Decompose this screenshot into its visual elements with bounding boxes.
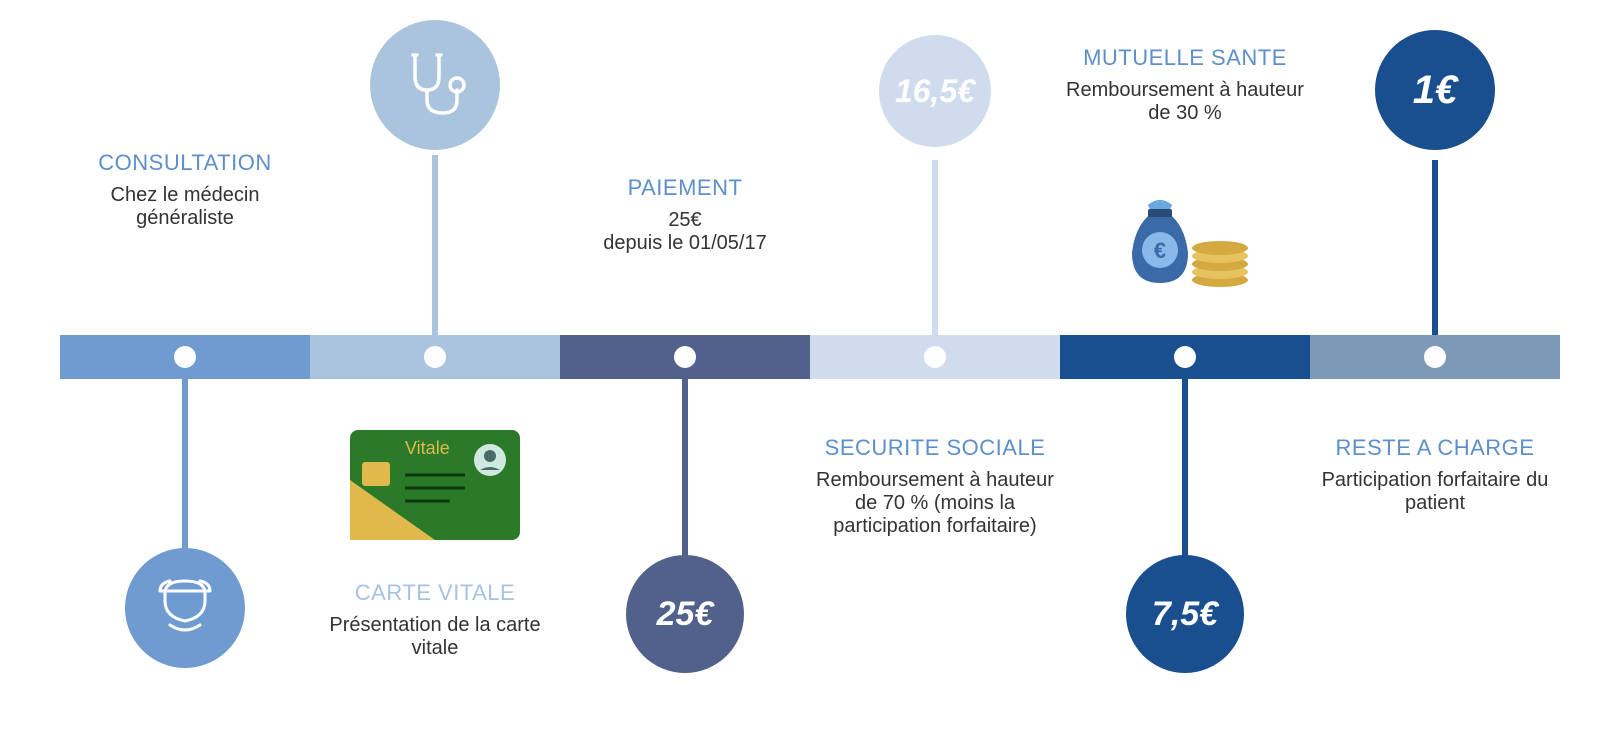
bubble-16-5: 16,5€ [879, 35, 991, 147]
label-securite-sociale: SECURITE SOCIALE Remboursement à hauteur… [805, 435, 1065, 538]
label-paiement: PAIEMENT 25€ depuis le 01/05/17 [565, 175, 805, 255]
doctor-svg [150, 573, 220, 643]
dot-paiement [674, 346, 696, 368]
stem-carte-vitale-up [432, 155, 438, 335]
title-paiement: PAIEMENT [565, 175, 805, 201]
bubble-25-text: 25€ [657, 595, 714, 634]
title-reste-a-charge: RESTE A CHARGE [1315, 435, 1555, 461]
bubble-1-text: 1€ [1413, 68, 1458, 113]
bubble-7-5: 7,5€ [1126, 555, 1244, 673]
segment-mutuelle: MUTUELLE SANTE Remboursement à hauteur d… [1060, 335, 1310, 379]
dot-carte-vitale [424, 346, 446, 368]
stethoscope-icon [370, 20, 500, 150]
svg-text:€: € [1154, 238, 1166, 263]
title-consultation: CONSULTATION [65, 150, 305, 176]
label-reste-a-charge: RESTE A CHARGE Participation forfaitaire… [1315, 435, 1555, 515]
label-mutuelle: MUTUELLE SANTE Remboursement à hauteur d… [1065, 45, 1305, 125]
title-securite-sociale: SECURITE SOCIALE [805, 435, 1065, 461]
segment-paiement: PAIEMENT 25€ depuis le 01/05/17 25€ [560, 335, 810, 379]
svg-text:Vitale: Vitale [405, 438, 450, 458]
segment-reste-a-charge: 1€ RESTE A CHARGE Participation forfaita… [1310, 335, 1560, 379]
segment-carte-vitale: Vitale CARTE VITALE Présentation de la c… [310, 335, 560, 379]
stem-securite-sociale [932, 160, 938, 335]
dot-consultation [174, 346, 196, 368]
dot-mutuelle [1174, 346, 1196, 368]
segment-securite-sociale: 16,5€ SECURITE SOCIALE Remboursement à h… [810, 335, 1060, 379]
vitale-card-icon: Vitale [350, 430, 520, 540]
stem-reste-a-charge [1432, 160, 1438, 335]
desc-consultation: Chez le médecin généraliste [65, 184, 305, 230]
doctor-head-icon [125, 548, 245, 668]
dot-reste-a-charge [1424, 346, 1446, 368]
stem-consultation [182, 379, 188, 559]
bubble-25: 25€ [626, 555, 744, 673]
bubble-16-5-text: 16,5€ [895, 73, 975, 110]
money-bag-icon: € [1110, 175, 1260, 295]
desc-reste-a-charge: Participation forfaitaire du patient [1315, 469, 1555, 515]
stethoscope-svg [395, 45, 475, 125]
segment-consultation: CONSULTATION Chez le médecin généraliste [60, 335, 310, 379]
dot-securite-sociale [924, 346, 946, 368]
desc-paiement: 25€ depuis le 01/05/17 [565, 209, 805, 255]
timeline-bar: CONSULTATION Chez le médecin généraliste [60, 335, 1560, 379]
label-consultation: CONSULTATION Chez le médecin généraliste [65, 150, 305, 230]
title-carte-vitale: CARTE VITALE [315, 580, 555, 606]
bubble-7-5-text: 7,5€ [1152, 595, 1218, 634]
label-carte-vitale: CARTE VITALE Présentation de la carte vi… [315, 580, 555, 660]
desc-carte-vitale: Présentation de la carte vitale [315, 614, 555, 660]
stem-paiement [682, 379, 688, 569]
title-mutuelle: MUTUELLE SANTE [1065, 45, 1305, 71]
stem-mutuelle [1182, 379, 1188, 569]
bubble-1: 1€ [1375, 30, 1495, 150]
desc-mutuelle: Remboursement à hauteur de 30 % [1065, 79, 1305, 125]
desc-securite-sociale: Remboursement à hauteur de 70 % (moins l… [805, 469, 1065, 538]
